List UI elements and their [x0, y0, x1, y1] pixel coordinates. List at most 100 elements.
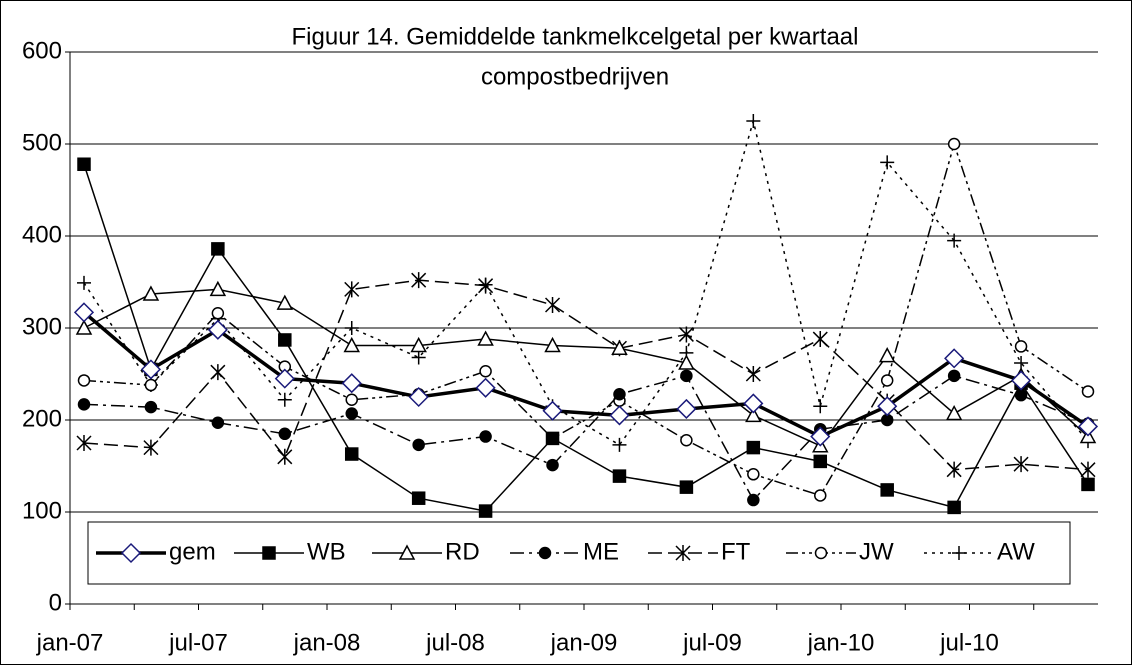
marker — [880, 483, 894, 497]
x-tick-label: jul-07 — [168, 629, 228, 656]
marker — [211, 307, 225, 320]
marker — [77, 275, 91, 290]
marker — [612, 437, 627, 452]
marker — [814, 546, 828, 560]
marker — [812, 331, 828, 348]
marker — [277, 392, 292, 407]
marker — [140, 359, 161, 380]
marker — [142, 285, 160, 301]
marker — [77, 374, 91, 387]
marker — [952, 546, 966, 560]
x-tick-label: jan-10 — [807, 629, 875, 656]
chart-subtitle: compostbedrijven — [481, 63, 669, 90]
marker — [408, 386, 429, 408]
x-tick-label: jan-07 — [36, 629, 104, 656]
marker — [144, 378, 158, 392]
legend-label: RD — [445, 538, 480, 565]
marker — [477, 330, 494, 346]
marker — [211, 416, 225, 430]
marker — [1080, 461, 1096, 478]
marker — [747, 468, 760, 481]
y-tick-label: 0 — [49, 589, 62, 616]
marker — [277, 448, 293, 465]
marker — [877, 396, 898, 417]
marker — [878, 347, 896, 363]
marker — [613, 387, 626, 401]
x-tick-label: jan-08 — [293, 629, 361, 656]
marker — [344, 447, 359, 461]
marker — [77, 398, 91, 411]
marker — [545, 431, 560, 446]
marker — [544, 336, 561, 353]
marker — [475, 377, 496, 398]
marker — [278, 333, 292, 347]
marker — [747, 493, 760, 507]
x-tick-label: jul-08 — [425, 629, 485, 656]
marker — [945, 404, 963, 421]
marker — [612, 469, 627, 483]
marker — [1011, 370, 1032, 391]
marker — [410, 336, 427, 353]
marker — [676, 398, 697, 420]
series-line — [83, 288, 1089, 447]
chart-title: Figuur 14. Gemiddelde tankmelkcelgetal p… — [292, 23, 859, 50]
marker — [813, 454, 828, 469]
marker — [545, 297, 561, 313]
marker — [411, 272, 427, 289]
marker — [746, 440, 761, 455]
y-tick-label: 200 — [22, 405, 62, 432]
marker — [813, 399, 828, 414]
marker — [411, 491, 426, 505]
marker — [680, 369, 693, 383]
y-tick-label: 300 — [22, 313, 62, 340]
marker — [745, 406, 762, 423]
marker — [478, 277, 494, 294]
marker — [479, 430, 492, 443]
marker — [344, 321, 359, 335]
marker — [76, 435, 92, 451]
legend-label: FT — [721, 538, 751, 565]
marker — [478, 504, 493, 518]
marker — [743, 393, 764, 414]
marker — [278, 427, 292, 441]
marker — [880, 155, 895, 170]
marker — [210, 364, 226, 381]
marker — [77, 157, 91, 171]
marker — [73, 302, 95, 323]
legend-label: JW — [859, 538, 894, 565]
marker — [412, 438, 425, 452]
x-tick-label: jul-09 — [682, 629, 742, 656]
y-tick-label: 400 — [22, 221, 62, 248]
marker — [143, 439, 159, 456]
marker — [343, 336, 360, 353]
marker — [609, 405, 630, 426]
marker — [479, 364, 492, 378]
y-tick-label: 500 — [22, 129, 62, 156]
marker — [611, 339, 628, 355]
marker — [209, 280, 227, 297]
marker — [345, 407, 358, 420]
marker — [276, 294, 294, 310]
marker — [345, 393, 358, 407]
marker — [947, 500, 961, 515]
marker — [1014, 340, 1028, 353]
marker — [262, 546, 276, 560]
legend-label: ME — [583, 538, 619, 565]
marker — [946, 461, 962, 478]
marker — [546, 458, 559, 472]
series-line — [83, 374, 1089, 502]
series-line — [83, 141, 1089, 497]
legend-label: AW — [997, 538, 1035, 565]
marker — [675, 545, 691, 561]
marker — [344, 281, 360, 298]
legend-label: WB — [307, 538, 346, 565]
x-tick-label: jan-09 — [550, 629, 618, 656]
marker — [1081, 477, 1095, 492]
marker — [341, 373, 362, 394]
marker — [680, 433, 693, 447]
y-tick-label: 600 — [22, 37, 62, 64]
marker — [542, 400, 563, 421]
marker — [211, 242, 225, 256]
y-tick-label: 100 — [22, 497, 62, 524]
